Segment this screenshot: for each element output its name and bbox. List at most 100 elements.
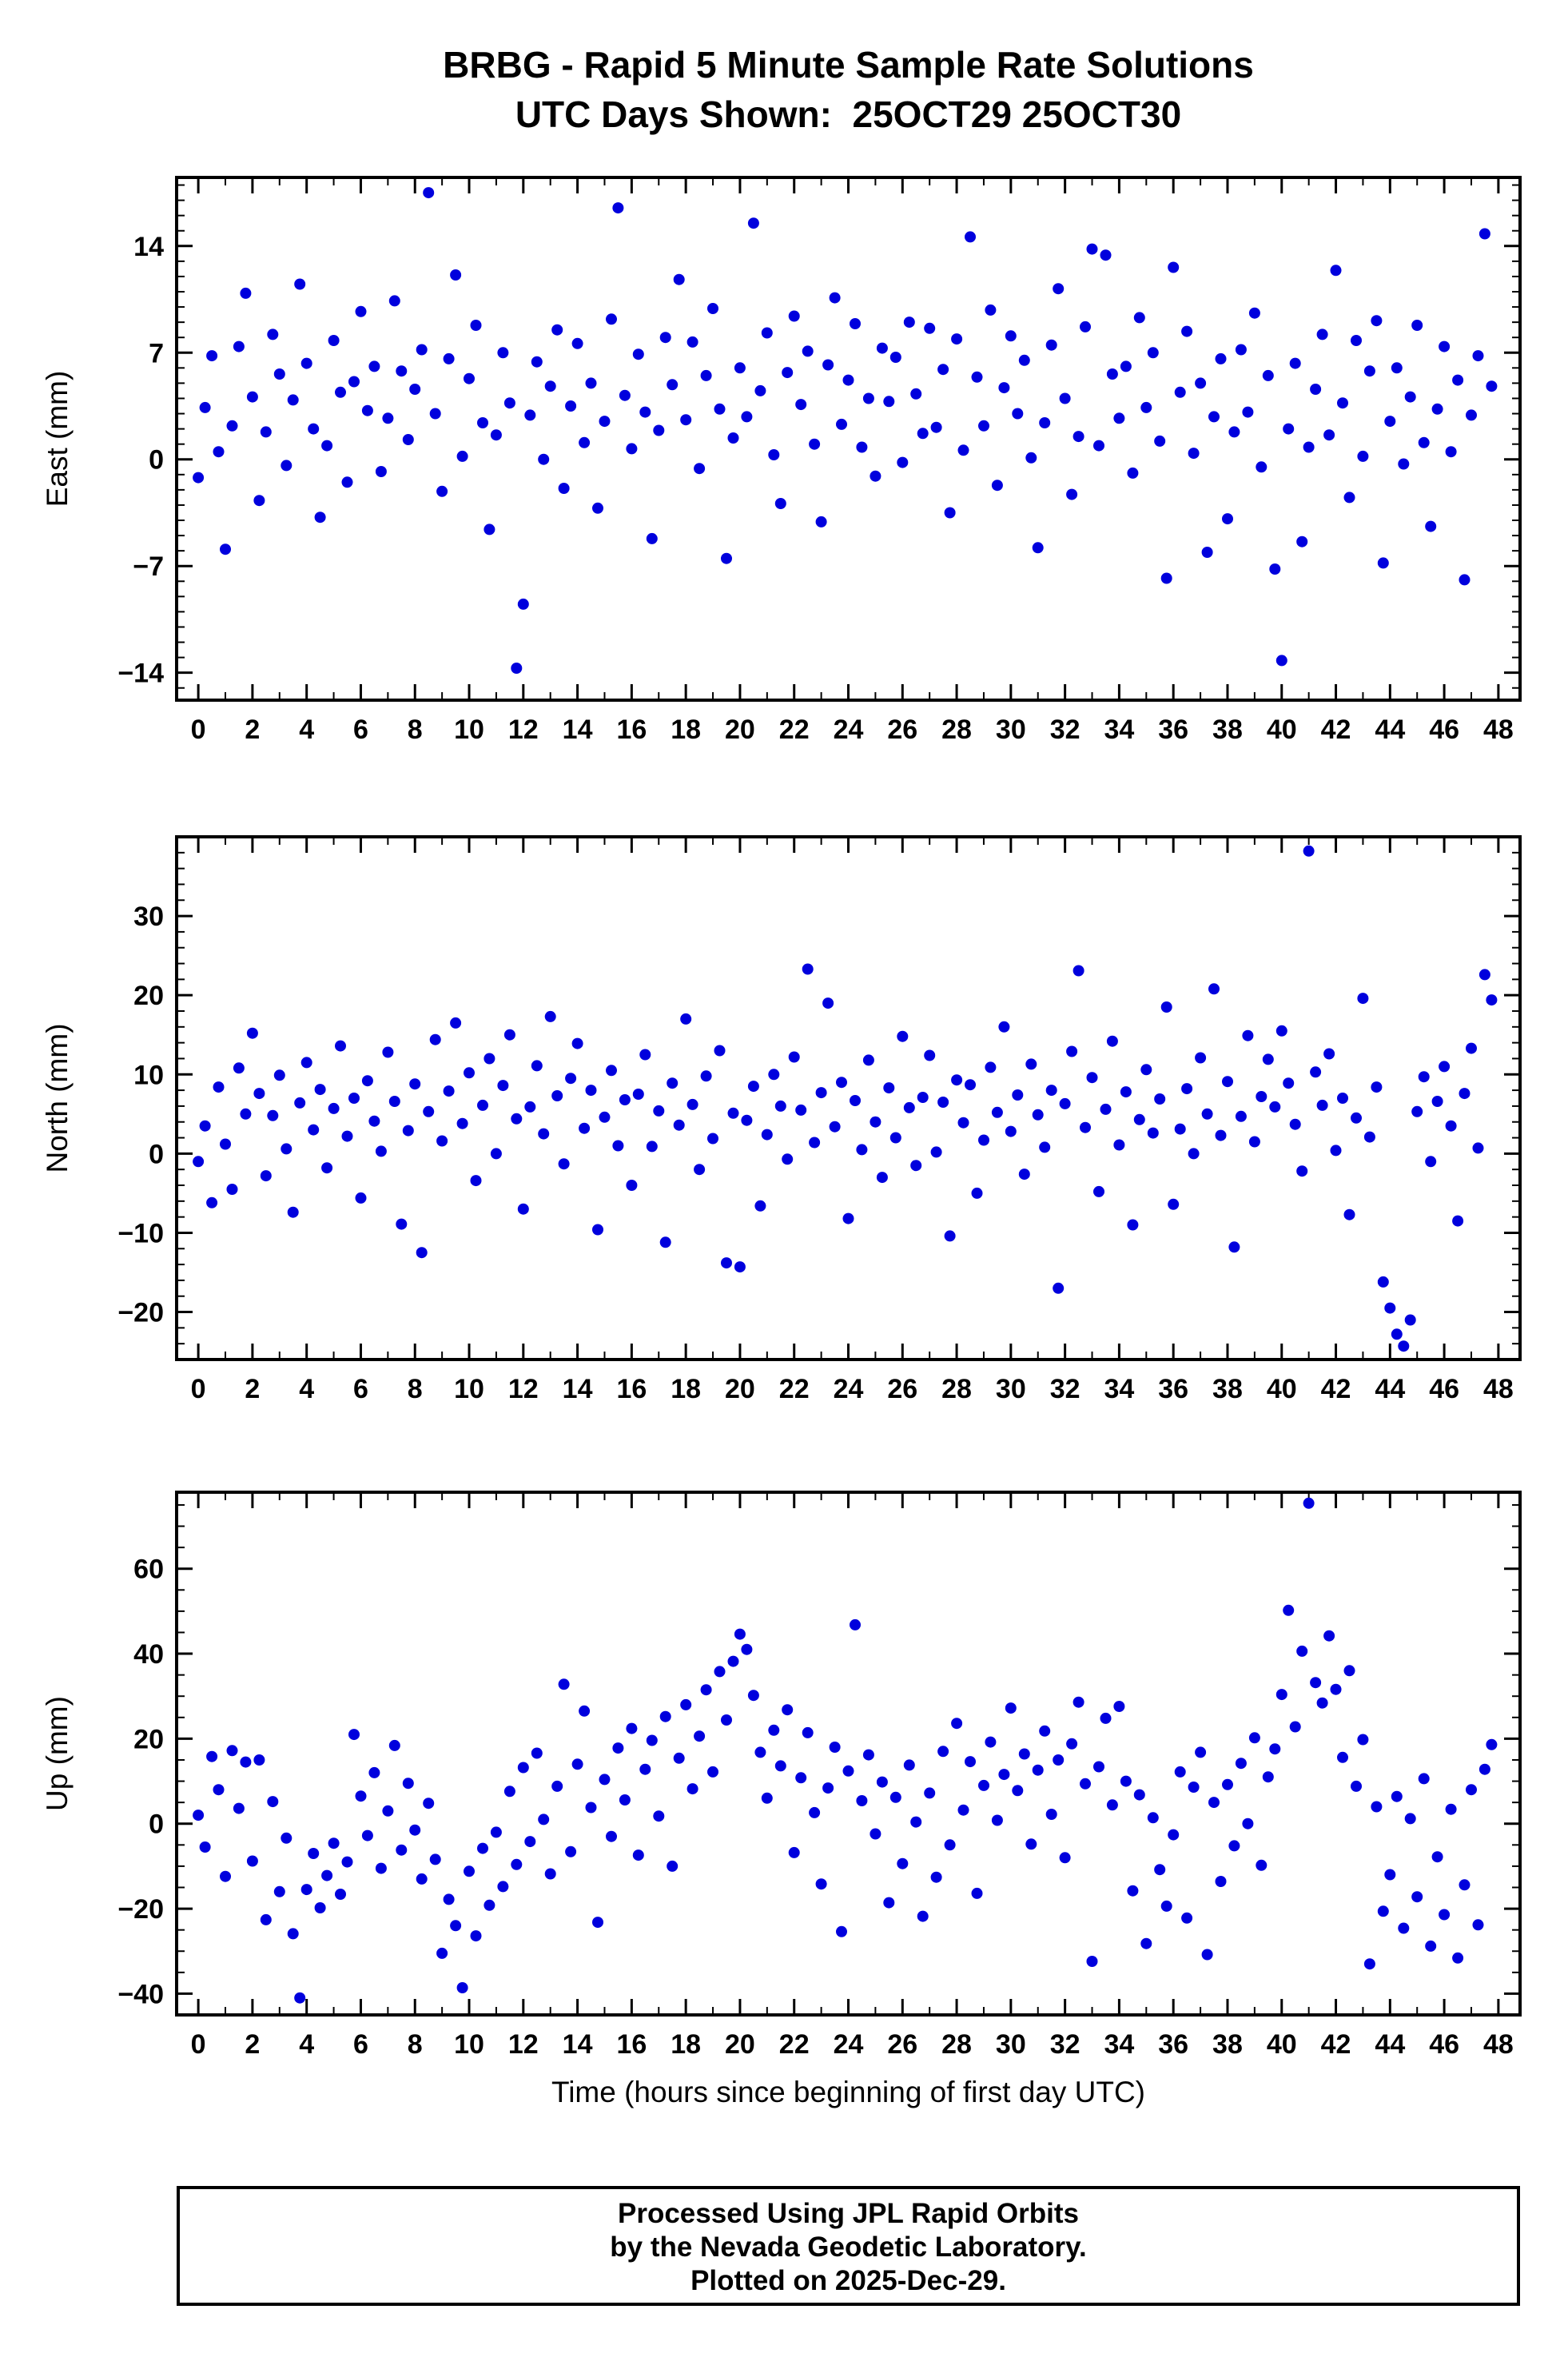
data-point — [1215, 1876, 1227, 1887]
data-point — [1195, 1052, 1207, 1064]
data-point — [511, 663, 523, 674]
data-point — [396, 365, 408, 377]
data-point — [1045, 1809, 1057, 1820]
x-tick-label: 26 — [887, 715, 917, 745]
data-point — [531, 1060, 543, 1072]
data-point — [287, 1206, 299, 1218]
data-point — [253, 1088, 265, 1100]
data-point — [944, 1230, 956, 1242]
data-point — [1174, 1766, 1186, 1778]
data-point — [1472, 350, 1484, 362]
data-point — [544, 1868, 556, 1880]
data-point — [1337, 397, 1348, 409]
data-point — [260, 1913, 272, 1925]
x-tick-label: 14 — [563, 1374, 593, 1404]
data-point — [199, 401, 211, 413]
x-tick-label: 20 — [725, 2029, 755, 2060]
data-point — [1398, 458, 1410, 470]
data-point — [1283, 423, 1295, 435]
data-point — [686, 1098, 698, 1110]
data-point — [416, 344, 428, 356]
data-point — [1154, 1864, 1166, 1876]
data-point — [1303, 441, 1315, 453]
data-point — [1310, 1677, 1322, 1689]
data-point — [1262, 1053, 1274, 1065]
x-tick-label: 44 — [1375, 715, 1405, 745]
data-point — [294, 278, 306, 290]
data-point — [836, 1925, 847, 1937]
data-point — [619, 1094, 631, 1105]
data-point — [1113, 1139, 1125, 1151]
data-point — [727, 432, 739, 444]
data-point — [1472, 1142, 1484, 1154]
data-point — [971, 1187, 983, 1199]
data-point — [1310, 1066, 1322, 1078]
data-point — [1195, 377, 1207, 389]
data-point — [1208, 411, 1220, 423]
data-point — [626, 443, 638, 455]
data-point — [579, 1122, 591, 1134]
x-tick-label: 34 — [1104, 2029, 1134, 2060]
data-point — [1445, 1120, 1457, 1132]
data-point — [240, 287, 252, 299]
data-point — [470, 320, 482, 331]
data-point — [822, 359, 834, 371]
data-point — [1478, 969, 1490, 981]
data-point — [1343, 1208, 1355, 1220]
data-point — [503, 1029, 515, 1041]
data-point — [612, 1140, 624, 1152]
data-point — [1133, 1789, 1145, 1801]
data-point — [1080, 1121, 1091, 1133]
data-point — [328, 1837, 340, 1849]
data-point — [213, 446, 225, 458]
data-point — [253, 495, 265, 507]
data-point — [1208, 1797, 1220, 1809]
data-point — [1100, 1103, 1112, 1115]
data-point — [1425, 520, 1437, 532]
data-point — [402, 434, 414, 445]
data-point — [544, 1010, 556, 1022]
data-point — [951, 1074, 963, 1086]
data-point — [1418, 1773, 1430, 1785]
data-point — [1005, 1702, 1017, 1714]
x-tick-label: 26 — [887, 1374, 917, 1404]
data-point — [1377, 1276, 1389, 1288]
data-point — [1248, 1136, 1260, 1148]
data-point — [802, 963, 814, 975]
data-point — [978, 1134, 989, 1146]
x-tick-label: 48 — [1483, 2029, 1514, 2060]
data-point — [388, 1096, 400, 1107]
east-scatter-plot: 0 2 4 6 8 10 12 14 16 18 20 22 24 26 28 30 32 34 36 38 40 42 4… — [117, 176, 1522, 745]
x-tick-label: 28 — [941, 2029, 972, 2060]
data-point — [714, 403, 726, 415]
data-point — [1160, 1900, 1172, 1912]
data-point — [375, 1862, 387, 1874]
data-point — [700, 1684, 712, 1696]
data-point — [1080, 321, 1091, 332]
data-point — [903, 1101, 915, 1113]
x-tick-label: 10 — [454, 715, 484, 745]
x-tick-label: 4 — [299, 715, 314, 745]
data-point — [1431, 1096, 1443, 1107]
data-point — [1093, 1185, 1104, 1197]
x-tick-label: 4 — [299, 1374, 314, 1404]
x-tick-label: 24 — [834, 715, 864, 745]
data-point — [795, 1104, 807, 1116]
data-point — [273, 368, 285, 380]
data-point — [1201, 1108, 1213, 1120]
data-point — [375, 466, 387, 477]
data-point — [531, 1747, 543, 1759]
data-point — [599, 1774, 611, 1786]
data-point — [267, 328, 279, 340]
data-point — [910, 388, 922, 400]
data-point — [1431, 403, 1443, 415]
data-point — [503, 397, 515, 409]
data-point — [761, 1792, 773, 1804]
data-point — [599, 416, 611, 428]
data-point — [965, 231, 976, 243]
data-point — [1201, 1949, 1213, 1961]
data-point — [1466, 409, 1477, 421]
data-point — [632, 348, 644, 360]
x-tick-label: 0 — [191, 1374, 206, 1404]
data-point — [423, 1798, 435, 1810]
